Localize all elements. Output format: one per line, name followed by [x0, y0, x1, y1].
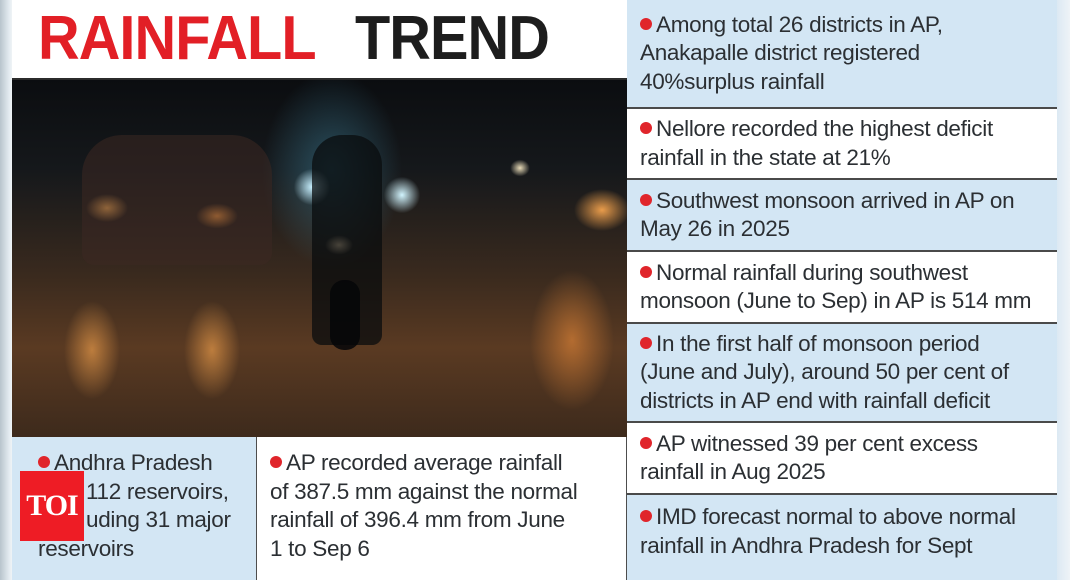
fact-line: AP recorded average rainfall: [286, 450, 563, 475]
bullet-icon: [640, 336, 652, 349]
fact-line: 112 reservoirs,: [86, 478, 229, 504]
fact-line: rainfall of 396.4 mm from June: [270, 507, 565, 532]
fact-line: Nellore recorded the highest deficit: [656, 116, 993, 141]
bullet-icon: [640, 193, 652, 206]
bullet-icon: [640, 265, 652, 278]
fact-line: 40%surplus rainfall: [640, 68, 825, 94]
headline-trend: TREND: [354, 4, 550, 73]
fact-line: of 387.5 mm against the normal: [270, 478, 578, 504]
fact-line: Southwest monsoon arrived in AP on: [656, 187, 1015, 213]
fact-line: rainfall in Aug 2025: [640, 459, 826, 484]
fact-line: Andhra Pradesh: [54, 450, 213, 475]
car-shape: [82, 135, 272, 265]
bullet-icon: [640, 122, 652, 134]
bullet-icon: [640, 17, 652, 30]
fact-line: uding 31 major: [86, 507, 231, 532]
fact-nellore-deficit: Nellore recorded the highest deficit rai…: [627, 109, 1057, 180]
toi-logo: TOI: [20, 471, 84, 541]
right-page-edge: [1057, 0, 1070, 580]
fact-line: IMD forecast normal to above normal: [656, 504, 1016, 529]
bullet-icon: [38, 456, 50, 468]
fact-line: Anakapalle district registered: [640, 40, 920, 66]
fact-line: (June and July), around 50 per cent of: [640, 359, 1009, 385]
fact-line: Normal rainfall during southwest: [656, 259, 968, 285]
facts-panel: Among total 26 districts in AP, Anakapal…: [627, 0, 1057, 580]
fact-normal-rainfall: Normal rainfall during southwest monsoon…: [627, 252, 1057, 324]
fact-line: monsoon (June to Sep) in AP is 514 mm: [640, 288, 1032, 313]
headline-rainfall: RAINFALL: [38, 4, 317, 73]
bullet-icon: [640, 510, 652, 522]
fact-line: rainfall in the state at 21%: [640, 144, 891, 170]
fact-anakapalle-surplus: Among total 26 districts in AP, Anakapal…: [627, 0, 1057, 109]
fact-line: In the first half of monsoon period: [656, 330, 980, 356]
fact-line: Among total 26 districts in AP,: [656, 11, 943, 37]
rain-night-photo: [12, 80, 627, 437]
fact-line: districts in AP end with rainfall defici…: [640, 387, 990, 413]
headline: RAINFALL TREND: [12, 0, 627, 80]
fact-august-excess: AP witnessed 39 per cent excess rainfall…: [627, 423, 1057, 495]
fact-monsoon-arrival: Southwest monsoon arrived in AP on May 2…: [627, 180, 1057, 252]
fact-line: 1 to Sep 6: [270, 535, 370, 561]
fact-line: AP witnessed 39 per cent excess: [656, 430, 978, 456]
fact-line: May 26 in 2025: [640, 216, 790, 241]
fact-line: rainfall in Andhra Pradesh for Sept: [640, 532, 973, 558]
bullet-icon: [270, 456, 282, 468]
fact-first-half-deficit: In the first half of monsoon period (Jun…: [627, 324, 1057, 423]
bullet-icon: [640, 436, 652, 449]
motorcycle-wheel-shape: [330, 280, 360, 350]
left-page-edge: [0, 0, 13, 580]
fact-imd-forecast: IMD forecast normal to above normal rain…: [627, 495, 1057, 580]
fact-average-rainfall: AP recorded average rainfall of 387.5 mm…: [257, 437, 627, 580]
